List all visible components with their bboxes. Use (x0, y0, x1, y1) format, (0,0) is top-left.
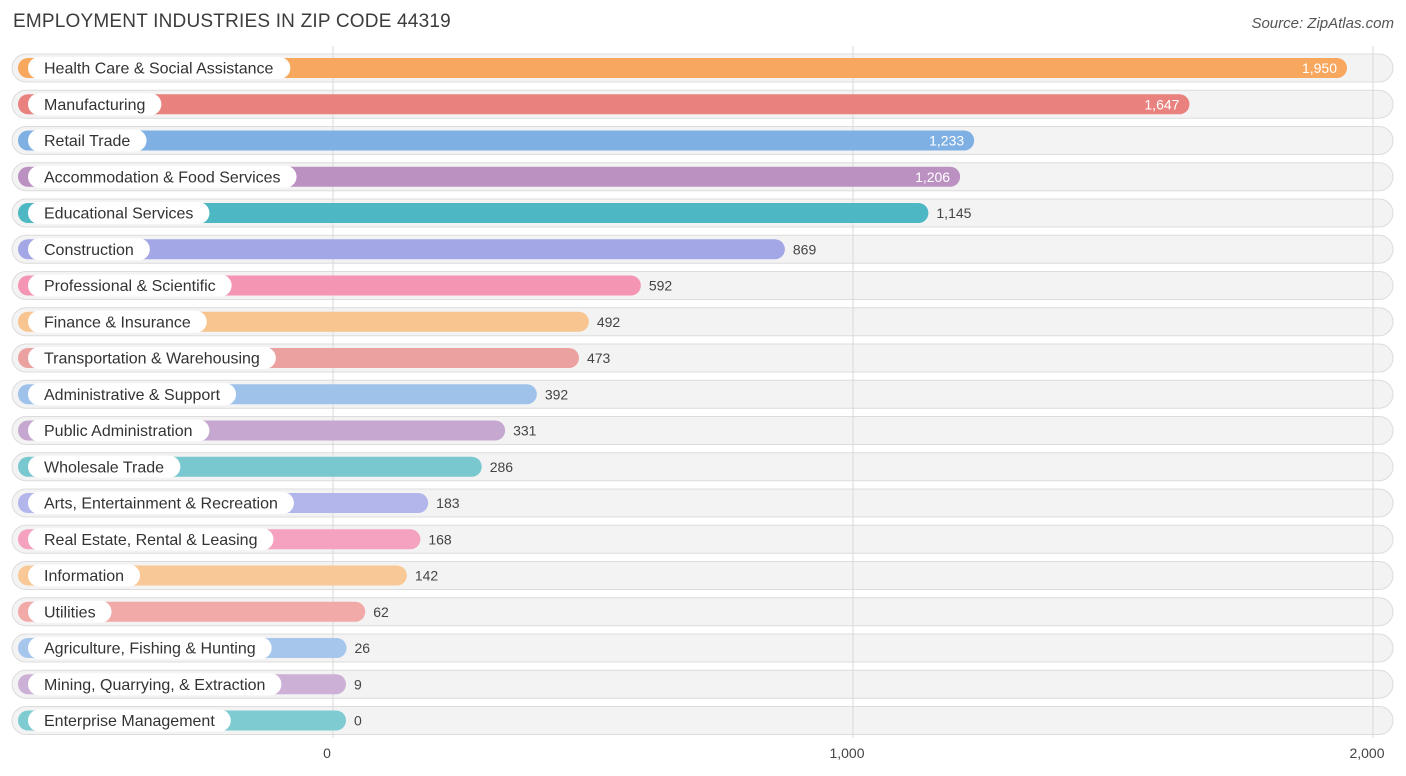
category-label-pill (28, 709, 231, 732)
row-background (11, 706, 1394, 735)
value-label: 331 (513, 423, 537, 439)
category-label-pill (28, 600, 112, 623)
chart-source: Source: ZipAtlas.com (1251, 15, 1394, 32)
value-label: 183 (436, 495, 460, 511)
category-label-pill (28, 238, 150, 261)
category-label-pill (28, 455, 181, 478)
category-label-pill (28, 492, 294, 514)
category-label: Health Care & Social Assistance (44, 61, 274, 78)
value-label: 1,145 (936, 205, 971, 221)
category-label-pill (28, 202, 210, 224)
value-label: 1,950 (1302, 60, 1337, 76)
bar (18, 239, 785, 260)
bar (18, 203, 929, 223)
category-label-pill (28, 528, 274, 551)
category-label-pill (28, 419, 210, 442)
category-label: Public Administration (44, 423, 193, 440)
category-label: Educational Services (44, 206, 193, 223)
value-label: 473 (587, 350, 611, 366)
value-label: 9 (354, 676, 362, 692)
category-label: Arts, Entertainment & Recreation (44, 496, 278, 513)
value-label: 168 (428, 531, 452, 547)
category-label: Enterprise Management (44, 713, 215, 730)
value-label: 0 (354, 713, 362, 729)
category-label-pill (28, 564, 141, 587)
row-background (11, 633, 1394, 663)
category-label: Information (44, 568, 124, 585)
category-label-pill (28, 637, 272, 659)
category-label-pill (28, 383, 237, 406)
value-label: 62 (373, 604, 389, 620)
chart-title: EMPLOYMENT INDUSTRIES IN ZIP CODE 44319 (13, 11, 451, 32)
value-label: 286 (490, 459, 514, 475)
category-label-pill (28, 673, 282, 696)
category-label-pill (28, 129, 147, 152)
x-tick-label: 0 (323, 745, 331, 761)
bar (18, 58, 1347, 78)
category-label-pill (28, 274, 232, 297)
category-label-pill (28, 57, 291, 79)
bar (18, 130, 975, 151)
category-label-pill (28, 165, 297, 188)
value-label: 26 (355, 640, 371, 656)
x-tick-label: 1,000 (829, 745, 864, 761)
value-label: 1,206 (915, 169, 950, 185)
value-label: 1,647 (1144, 96, 1179, 112)
value-label: 592 (649, 278, 673, 294)
category-label: Retail Trade (44, 133, 130, 150)
category-label: Manufacturing (44, 97, 145, 114)
category-label: Mining, Quarrying, & Extraction (44, 677, 265, 694)
x-tick-label: 2,000 (1349, 745, 1384, 761)
category-label: Wholesale Trade (44, 459, 164, 476)
value-label: 1,233 (929, 133, 964, 149)
category-label: Finance & Insurance (44, 314, 191, 331)
value-label: 392 (545, 386, 569, 402)
category-label-pill (28, 310, 207, 333)
category-label: Agriculture, Fishing & Hunting (44, 641, 256, 658)
row-background (11, 669, 1394, 699)
category-label: Transportation & Warehousing (44, 351, 260, 368)
value-label: 492 (597, 314, 621, 330)
category-label: Real Estate, Rental & Leasing (44, 532, 257, 549)
category-label-pill (28, 347, 276, 369)
category-label: Professional & Scientific (44, 278, 216, 295)
value-label: 869 (793, 241, 817, 257)
category-label-pill (28, 93, 162, 116)
category-label: Construction (44, 242, 134, 259)
bar (18, 94, 1190, 115)
category-label: Utilities (44, 604, 96, 621)
category-label: Administrative & Support (44, 387, 221, 404)
category-label: Accommodation & Food Services (44, 169, 281, 186)
value-label: 142 (415, 568, 439, 584)
